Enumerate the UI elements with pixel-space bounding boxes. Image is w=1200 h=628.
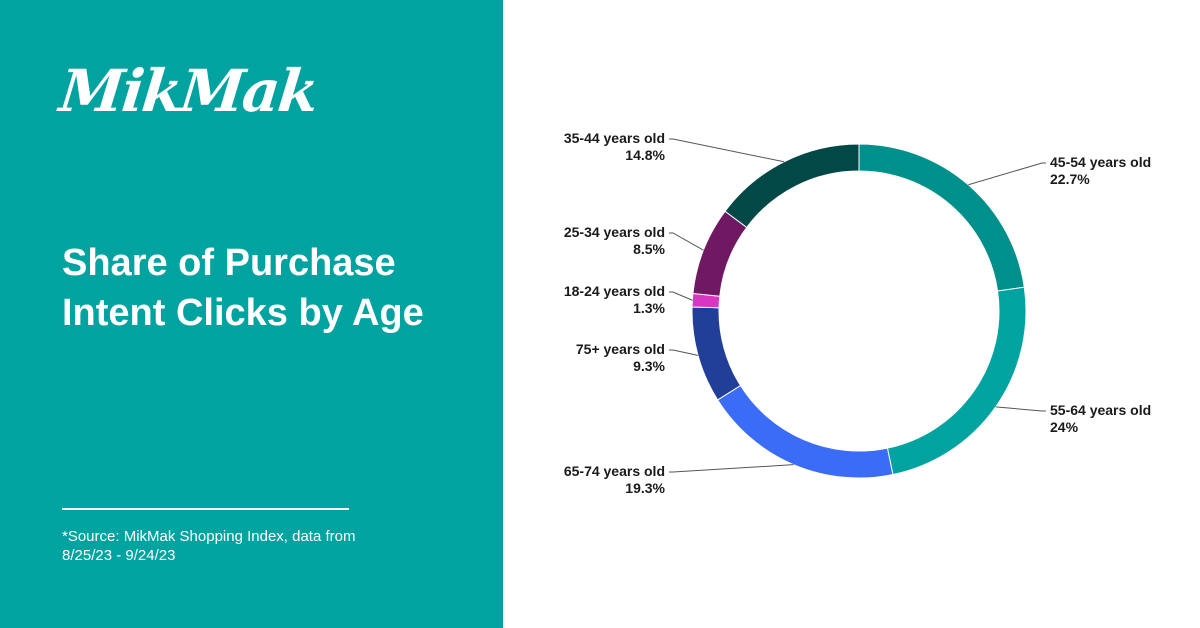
slice-label-3: 75+ years old bbox=[576, 341, 665, 357]
slice-value-5: 8.5% bbox=[633, 241, 665, 257]
leader-line-5 bbox=[669, 232, 704, 251]
slice-label-1: 55-64 years old bbox=[1050, 402, 1151, 418]
mikmak-logo: MikMak bbox=[56, 57, 320, 125]
leader-line-4 bbox=[669, 291, 693, 301]
slice-5 bbox=[692, 210, 748, 297]
slice-3 bbox=[691, 306, 742, 401]
leader-line-2 bbox=[669, 464, 794, 473]
brand-panel: MikMak Share of Purchase Intent Clicks b… bbox=[0, 0, 503, 628]
slice-2 bbox=[716, 384, 894, 479]
leader-line-1 bbox=[995, 406, 1046, 412]
leader-line-0 bbox=[968, 162, 1046, 186]
slice-value-3: 9.3% bbox=[633, 358, 665, 374]
slice-value-4: 1.3% bbox=[633, 300, 665, 316]
slice-value-6: 14.8% bbox=[625, 147, 665, 163]
chart-slices bbox=[691, 143, 1027, 479]
slice-0 bbox=[858, 143, 1025, 292]
leader-line-3 bbox=[669, 349, 699, 356]
slice-label-0: 45-54 years old bbox=[1050, 154, 1151, 170]
slice-6 bbox=[724, 143, 860, 229]
chart-leader-lines bbox=[669, 138, 1046, 473]
slice-label-5: 25-34 years old bbox=[564, 224, 665, 240]
slice-1 bbox=[886, 286, 1027, 476]
slice-label-4: 18-24 years old bbox=[564, 283, 665, 299]
slice-value-1: 24% bbox=[1050, 419, 1079, 435]
slice-value-0: 22.7% bbox=[1050, 171, 1090, 187]
page-title: Share of Purchase Intent Clicks by Age bbox=[62, 242, 424, 334]
slice-value-2: 19.3% bbox=[625, 480, 665, 496]
leader-line-6 bbox=[669, 138, 785, 163]
source-note: *Source: MikMak Shopping Index, data fro… bbox=[62, 528, 356, 564]
divider bbox=[62, 508, 349, 510]
slice-label-2: 65-74 years old bbox=[564, 463, 665, 479]
slice-label-6: 35-44 years old bbox=[564, 130, 665, 146]
